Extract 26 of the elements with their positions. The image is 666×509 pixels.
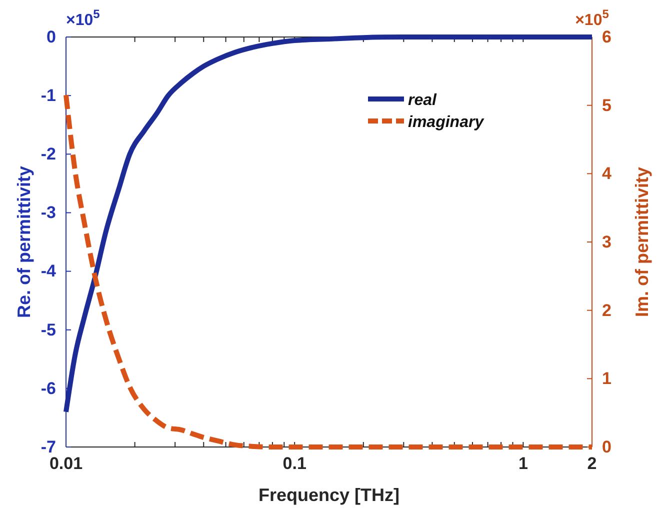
y-tick-label: -6 (40, 378, 56, 398)
x-tick-label: 1 (518, 454, 528, 474)
y-tick-label: -4 (40, 262, 57, 281)
legend-label: imaginary (408, 114, 485, 131)
y2-axis-title: Im. of permittivity (632, 166, 652, 318)
y2-tick-label: 3 (602, 232, 612, 252)
x-tick-label: 2 (587, 454, 597, 474)
y-tick-label: -2 (40, 144, 56, 164)
y-tick-label: 0 (46, 27, 56, 46)
x-axis-title: Frequency [THz] (258, 485, 400, 505)
y2-tick-label: 4 (602, 164, 612, 184)
y-tick-label: -1 (40, 86, 56, 106)
y-axis-title: Re. of permittivity (14, 166, 34, 318)
legend-label: real (408, 92, 438, 109)
y-tick-label: -3 (40, 203, 56, 222)
y2-tick-label: 1 (602, 369, 612, 388)
x-tick-label: 0.1 (282, 454, 306, 474)
y2-tick-label: 5 (602, 96, 612, 115)
y2-tick-label: 0 (602, 437, 612, 456)
text: ×10$^{5}$ (575, 7, 610, 29)
y2-tick-label: 6 (602, 27, 612, 46)
text: ×10$^{5}$ (66, 7, 100, 29)
y-tick-label: -7 (40, 437, 56, 456)
y-tick-label: -5 (40, 320, 56, 340)
x-tick-label: 0.01 (49, 454, 83, 474)
y2-tick-label: 2 (602, 300, 612, 320)
